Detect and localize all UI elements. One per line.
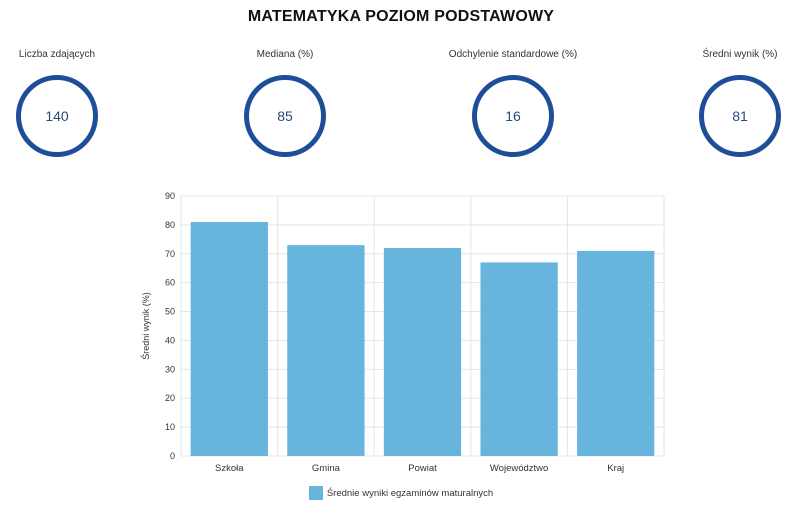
stat-value: 140	[45, 108, 69, 124]
bar-2	[383, 248, 462, 456]
stat-value: 16	[505, 108, 521, 124]
stat-label: Liczba zdających	[18, 49, 96, 60]
bar-3	[480, 262, 558, 456]
stat-median: Mediana (%) 85	[215, 48, 355, 157]
stat-std-dev: Odchylenie standardowe (%) 16	[443, 48, 583, 157]
bar-1	[287, 245, 365, 456]
y-tick-label: 90	[165, 191, 175, 201]
x-tick-label: Szkoła	[215, 463, 244, 474]
y-tick-label: 60	[165, 278, 175, 288]
y-tick-label: 10	[165, 422, 175, 432]
stat-average: Średni wynik (%) 81	[670, 48, 802, 157]
stat-ring: 81	[699, 75, 781, 157]
stat-label: Średni wynik (%)	[702, 49, 778, 60]
stat-value: 85	[277, 108, 293, 124]
x-tick-label: Kraj	[607, 463, 624, 474]
y-tick-label: 40	[165, 335, 175, 345]
stat-label: Mediana (%)	[256, 49, 314, 60]
x-tick-label: Powiat	[408, 463, 437, 474]
page-title: MATEMATYKA POZIOM PODSTAWOWY	[247, 8, 555, 25]
bar-chart: 0 10 20 30 40 50 60 70 80 90 Szkoła Gmina Powiat Woje…	[140, 191, 665, 474]
stat-ring: 140	[16, 75, 98, 157]
y-tick-label: 50	[165, 307, 175, 317]
stat-ring: 85	[244, 75, 326, 157]
y-tick-label: 30	[165, 364, 175, 374]
stat-student-count: Liczba zdających 140	[0, 48, 127, 157]
bar-4	[577, 250, 655, 456]
stat-label: Odchylenie standardowe (%)	[448, 49, 578, 60]
stat-ring: 16	[472, 75, 554, 157]
y-tick-label: 20	[165, 393, 175, 403]
y-axis-label: Średni wynik (%)	[140, 292, 151, 360]
legend-swatch	[308, 486, 323, 500]
chart-legend[interactable]: Średnie wyniki egzaminów maturalnych	[0, 486, 802, 500]
stat-value: 81	[732, 108, 748, 124]
legend-label: Średnie wyniki egzaminów maturalnych	[326, 487, 494, 499]
y-tick-label: 70	[165, 249, 175, 259]
y-tick-label: 80	[165, 220, 175, 230]
y-tick-label: 0	[170, 451, 175, 461]
bar-0	[190, 222, 268, 456]
x-tick-label: Gmina	[312, 463, 341, 474]
x-tick-label: Województwo	[490, 463, 548, 474]
